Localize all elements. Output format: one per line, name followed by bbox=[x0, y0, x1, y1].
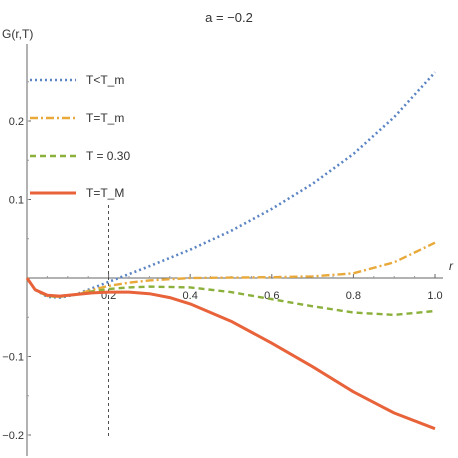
chart-title: a = −0.2 bbox=[205, 10, 253, 25]
series-layer bbox=[25, 71, 436, 431]
legend-label-1: T=T_m bbox=[86, 111, 124, 125]
series-line-3 bbox=[25, 277, 436, 431]
x-tick-label: 1.0 bbox=[427, 290, 442, 302]
axes bbox=[26, 44, 443, 456]
y-tick-label: −0.2 bbox=[2, 430, 24, 442]
x-tick-label: 0.8 bbox=[346, 290, 361, 302]
legend-label-3: T=T_M bbox=[86, 186, 124, 200]
legend: T<T_m T=T_m T = 0.30 T=T_M bbox=[30, 73, 130, 200]
y-tick-label: 0.1 bbox=[9, 195, 24, 207]
x-axis-label: r bbox=[449, 259, 454, 273]
legend-label-2: T = 0.30 bbox=[86, 149, 130, 163]
y-tick-label: 0.2 bbox=[9, 116, 24, 128]
legend-label-0: T<T_m bbox=[86, 73, 124, 87]
y-tick-label: −0.1 bbox=[2, 352, 24, 364]
y-axis-label: G(r,T) bbox=[2, 27, 33, 41]
series-line-0 bbox=[25, 71, 436, 299]
ticks: 0.2 0.4 0.6 0.8 1.00.20.1−0.1−0.2 bbox=[2, 81, 443, 442]
x-tick-label: 0.4 bbox=[183, 290, 198, 302]
series-line-2 bbox=[26, 277, 436, 317]
